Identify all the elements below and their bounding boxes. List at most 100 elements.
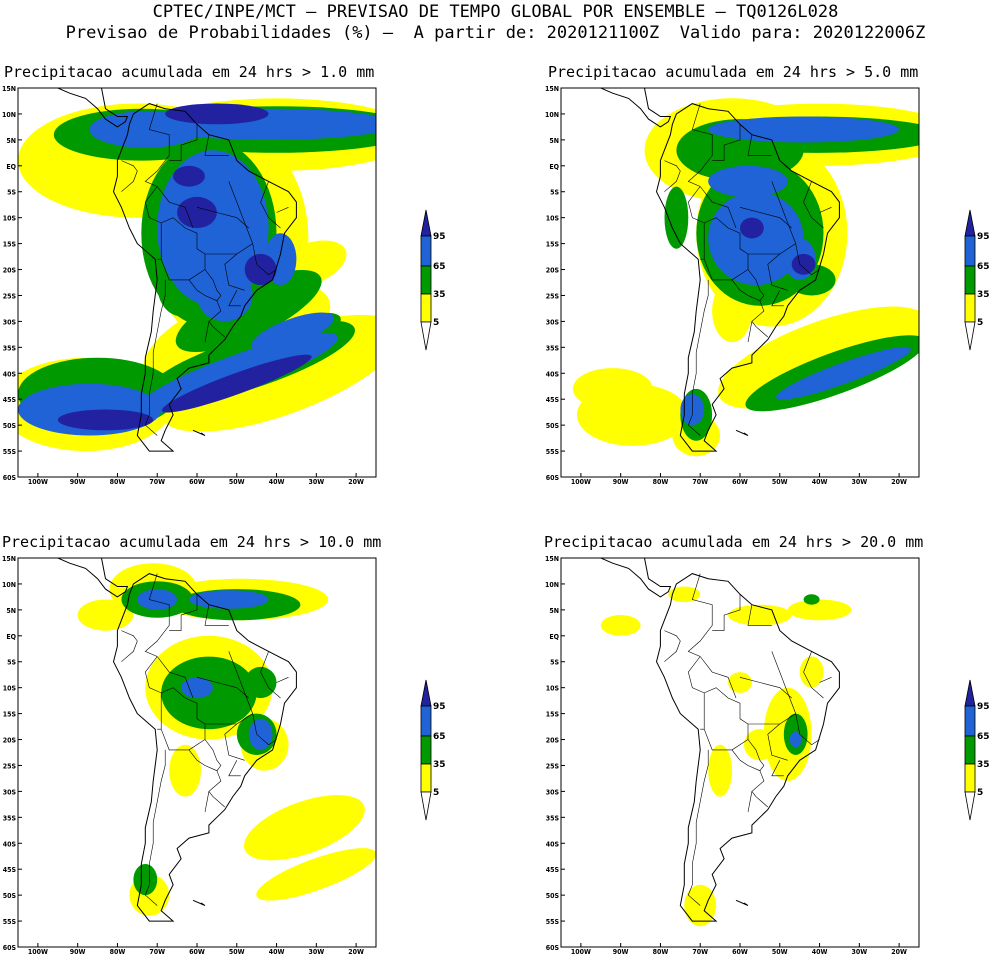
- country-border: [731, 269, 765, 302]
- legend-label: 5: [433, 788, 439, 798]
- lon-label: 70W: [692, 948, 708, 954]
- lat-label: 30S: [3, 318, 17, 326]
- probability-field: [18, 98, 376, 452]
- legend-swatch-95: [420, 209, 432, 237]
- lat-label: 55S: [546, 918, 560, 926]
- lat-label: 50S: [546, 422, 560, 430]
- lat-label: 35S: [3, 344, 17, 352]
- central-america-coastline: [56, 88, 129, 128]
- lat-label: 40S: [546, 840, 560, 848]
- legend-swatch-65: [964, 705, 976, 737]
- probability-area-65pct: [708, 165, 788, 197]
- legend-swatch-95: [420, 679, 432, 707]
- color-legend-4: 95 65 35 5: [964, 679, 990, 821]
- probability-area-35pct: [803, 594, 820, 605]
- falkland-islands: [192, 899, 206, 906]
- country-border: [771, 290, 784, 307]
- lat-label: 5S: [7, 189, 16, 197]
- lat-label: 35S: [3, 814, 17, 822]
- country-border: [224, 713, 253, 761]
- lat-label: 5N: [6, 137, 16, 145]
- country-border: [160, 687, 206, 751]
- probability-area-35pct: [175, 269, 322, 353]
- lat-label: 5S: [550, 189, 559, 197]
- lon-label: 70W: [149, 478, 165, 484]
- lat-label: 35S: [546, 814, 560, 822]
- country-border: [156, 186, 194, 229]
- lon-label: 80W: [110, 948, 126, 954]
- lat-label: 45S: [546, 866, 560, 874]
- lat-label: 60S: [546, 474, 560, 482]
- lat-label: 55S: [546, 448, 560, 456]
- probability-map-1mm: 15N 10N 5N EQ 5S 10S 15S 20S 25S 30S 35S 40S 45S 50S 5…: [2, 85, 377, 484]
- coastlines: [599, 558, 840, 922]
- country-border: [144, 749, 166, 906]
- legend-label: 95: [433, 232, 446, 242]
- country-border: [747, 134, 772, 156]
- probability-area-5pct: [77, 599, 134, 631]
- country-border: [664, 630, 681, 662]
- probability-area-35pct: [664, 186, 689, 249]
- coastlines: [599, 88, 840, 452]
- lat-label: 15S: [3, 241, 17, 249]
- south-america-coastline: [112, 103, 297, 452]
- probability-area-65pct: [789, 731, 802, 748]
- country-border: [687, 573, 713, 657]
- country-border: [144, 103, 170, 187]
- country-border: [699, 186, 737, 229]
- central-america-coastline: [56, 558, 129, 598]
- country-border: [160, 217, 206, 281]
- country-border: [747, 604, 772, 626]
- country-border: [803, 651, 824, 699]
- lon-label: 100W: [571, 948, 591, 954]
- legend-label: 5: [433, 318, 439, 328]
- lat-label: 10N: [545, 111, 559, 119]
- probability-area-65pct: [248, 718, 273, 750]
- lat-label: 55S: [3, 448, 17, 456]
- south-america-coastline: [112, 573, 297, 922]
- lat-label: 10S: [546, 215, 560, 223]
- falkland-islands: [735, 899, 749, 906]
- lon-label: 80W: [110, 478, 126, 484]
- lat-label: 40S: [3, 840, 17, 848]
- lat-label: 30S: [546, 318, 560, 326]
- lon-label: 30W: [851, 478, 867, 484]
- lat-label: 60S: [546, 944, 560, 952]
- lon-label: 90W: [613, 478, 629, 484]
- lat-label: 30S: [546, 788, 560, 796]
- country-border: [156, 656, 194, 699]
- probability-area-95pct: [791, 253, 816, 275]
- lon-label: 70W: [149, 948, 165, 954]
- country-border: [188, 739, 222, 772]
- country-border: [687, 103, 713, 187]
- lon-label: 80W: [653, 948, 669, 954]
- legend-swatch-35: [420, 735, 432, 765]
- lat-label: 40S: [546, 370, 560, 378]
- lat-label: 20S: [546, 267, 560, 275]
- probability-area-5pct: [787, 599, 852, 621]
- lat-label: 25S: [3, 762, 17, 770]
- probability-area-65pct: [251, 312, 334, 352]
- country-border: [771, 760, 784, 777]
- lat-label: 60S: [3, 474, 17, 482]
- probability-area-95pct: [173, 165, 205, 187]
- lat-label: 25S: [546, 762, 560, 770]
- probability-area-65pct: [776, 346, 911, 400]
- probability-area-95pct: [740, 217, 764, 239]
- legend-swatch-below: [420, 791, 432, 821]
- color-legend-3: 95 65 35 5: [420, 679, 446, 821]
- legend-swatch-5: [420, 763, 432, 793]
- country-border: [228, 290, 241, 307]
- probability-area-5pct: [728, 604, 792, 626]
- lon-label: 60W: [189, 478, 205, 484]
- probability-map-20mm: 15N 10N 5N EQ 5S 10S 15S 20S 25S 30S 35S 40S 45S 50S 5…: [545, 555, 920, 954]
- country-border: [687, 749, 709, 906]
- country-border: [260, 651, 281, 699]
- country-border: [228, 181, 257, 265]
- lon-label: 30W: [851, 948, 867, 954]
- lon-label: 20W: [891, 948, 907, 954]
- probability-field: [600, 586, 852, 927]
- falkland-islands: [192, 429, 206, 436]
- lat-label: 45S: [3, 866, 17, 874]
- country-borders: [664, 103, 832, 436]
